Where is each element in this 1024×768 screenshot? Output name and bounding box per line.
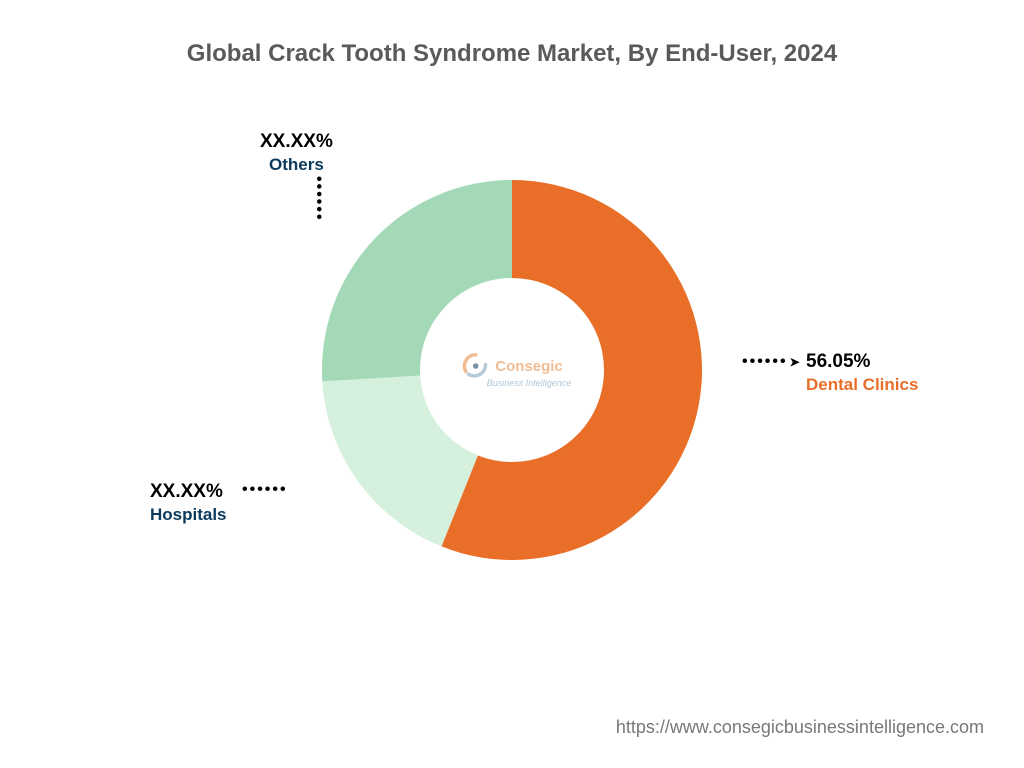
- leader-dots-icon: ••••••: [742, 353, 802, 370]
- center-logo: Consegic Business Intelligence: [453, 352, 572, 388]
- leader-dots-icon: ••••••: [308, 176, 328, 222]
- consegic-logo-icon: [461, 352, 489, 380]
- pct-others: XX.XX%: [260, 130, 333, 154]
- pct-dental: 56.05%: [806, 350, 918, 374]
- footer-url: https://www.consegicbusinessintelligence…: [616, 717, 984, 738]
- logo-subtext: Business Intelligence: [487, 378, 572, 388]
- pct-hospitals: XX.XX%: [150, 480, 227, 504]
- label-hospitals: XX.XX% Hospitals ••••••: [150, 480, 227, 526]
- label-dental-clinics: •••••• 56.05% Dental Clinics: [742, 352, 918, 395]
- chart-container: Global Crack Tooth Syndrome Market, By E…: [0, 0, 1024, 768]
- logo-brand: Consegic: [495, 358, 563, 375]
- label-others: XX.XX% Others ••••••: [260, 130, 333, 175]
- donut-wrap: Consegic Business Intelligence: [312, 170, 712, 570]
- chart-title: Global Crack Tooth Syndrome Market, By E…: [0, 40, 1024, 68]
- leader-dots-icon: ••••••: [242, 480, 288, 500]
- name-dental: Dental Clinics: [806, 374, 918, 395]
- name-others: Others: [260, 154, 333, 175]
- name-hospitals: Hospitals: [150, 504, 227, 525]
